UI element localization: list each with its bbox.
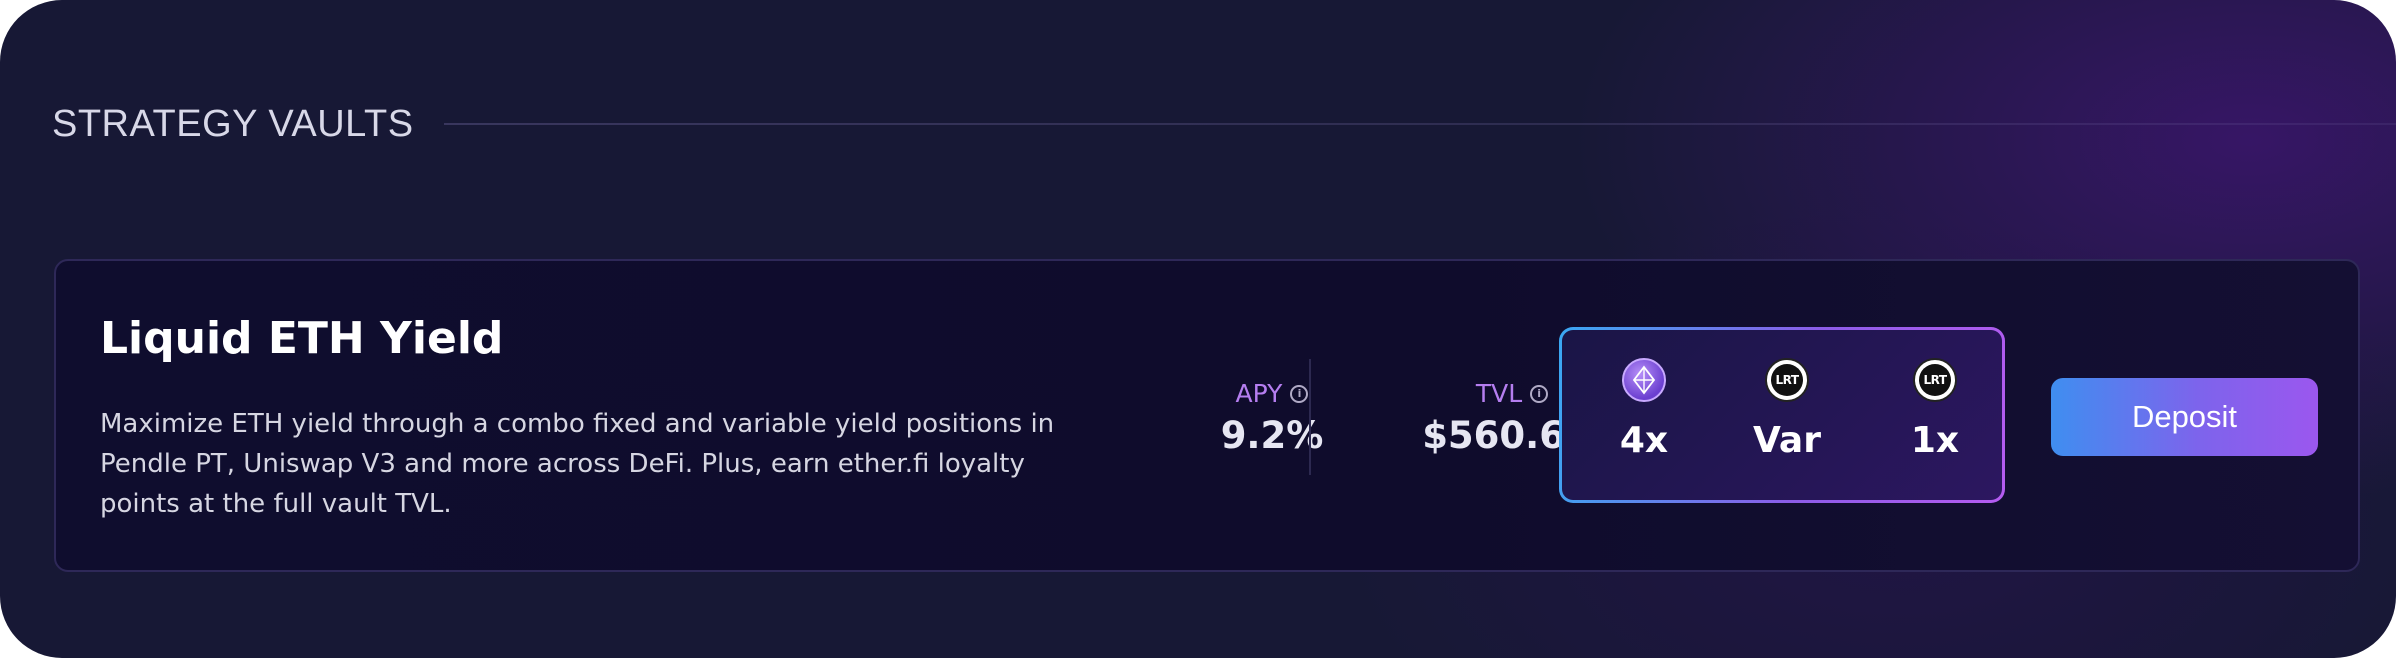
vault-name: Liquid ETH Yield xyxy=(100,313,504,364)
multiplier-ether-fi: 4x xyxy=(1584,358,1704,461)
deposit-button[interactable]: Deposit xyxy=(2051,378,2318,456)
apy-stat: APY i 9.2% xyxy=(1166,379,1378,457)
apy-label: APY xyxy=(1235,379,1283,408)
vault-card[interactable]: Liquid ETH Yield Maximize ETH yield thro… xyxy=(54,259,2360,572)
apy-value: 9.2% xyxy=(1220,414,1324,457)
multiplier-lrt-var: LRT Var xyxy=(1727,358,1847,461)
lrt-icon-text: LRT xyxy=(1919,364,1951,396)
multiplier-value: Var xyxy=(1753,420,1821,461)
multiplier-value: 4x xyxy=(1619,420,1669,461)
tvl-label: TVL xyxy=(1475,379,1523,408)
multiplier-lrt-1x: LRT 1x xyxy=(1875,358,1995,461)
ether-fi-icon xyxy=(1622,358,1666,402)
apy-label-row: APY i xyxy=(1236,379,1309,408)
section-header: STRATEGY VAULTS xyxy=(52,96,2396,152)
section-divider xyxy=(443,123,2396,125)
lrt-icon: LRT xyxy=(1765,358,1809,402)
lrt-icon-text: LRT xyxy=(1771,364,1803,396)
tvl-label-row: TVL i xyxy=(1475,379,1549,408)
section-title: STRATEGY VAULTS xyxy=(52,102,414,145)
multiplier-value: 1x xyxy=(1910,420,1960,461)
apy-info-icon[interactable]: i xyxy=(1290,384,1309,403)
tvl-info-icon[interactable]: i xyxy=(1530,384,1549,403)
vault-description: Maximize ETH yield through a combo fixed… xyxy=(100,409,1055,519)
lrt-icon: LRT xyxy=(1913,358,1957,402)
points-multipliers: 4x LRT Var LRT 1x xyxy=(1559,327,2005,503)
stat-divider xyxy=(1309,359,1311,475)
